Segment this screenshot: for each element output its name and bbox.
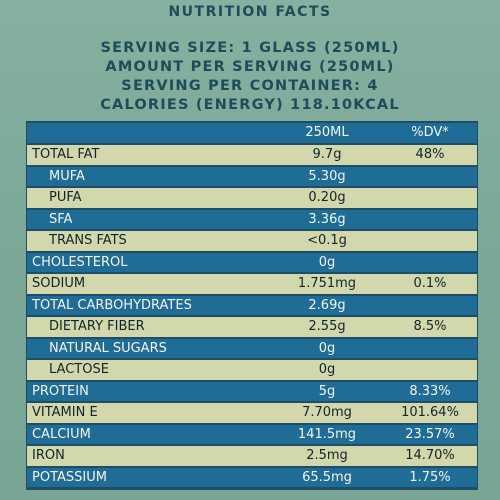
nutrient-daily-value: 14.70% (405, 448, 455, 463)
nutrient-amount: <0.1g (307, 233, 347, 248)
nutrient-amount: 0g (318, 254, 336, 270)
nutrient-table: 250ML %DV* TOTAL FAT 9.7g 48% MUFA 5.30g PUFA… (26, 121, 478, 490)
table-row: CHOLESTEROL 0g (27, 252, 477, 272)
nutrient-amount: 0.20g (308, 190, 346, 205)
nutrient-name: IRON (32, 448, 65, 463)
table-row: POTASSIUM 65.5mg 1.75% (27, 467, 477, 487)
table-row: PROTEIN 5g 8.33% (27, 381, 477, 401)
nutrient-amount: 0g (318, 340, 336, 356)
nutrient-daily-value: 101.64% (401, 405, 459, 420)
servings-per-container-line: SERVING PER CONTAINER: 4 (121, 78, 379, 94)
nutrient-daily-value: 23.57% (405, 426, 455, 442)
nutrient-amount: 2.5mg (306, 448, 348, 463)
table-row: TOTAL CARBOHYDRATES 2.69g (27, 295, 477, 315)
table-row: TOTAL FAT 9.7g 48% (27, 145, 477, 165)
nutrient-amount: 2.55g (308, 319, 346, 334)
nutrient-amount: 7.70mg (302, 405, 352, 420)
table-row: SODIUM 1.751mg 0.1% (27, 274, 477, 294)
nutrient-name: PUFA (49, 190, 82, 205)
nutrient-amount: 9.7g (312, 147, 342, 162)
nutrient-amount: 3.36g (308, 211, 346, 227)
nutrient-daily-value: 48% (415, 147, 445, 162)
table-row: NATURAL SUGARS 0g (27, 338, 477, 358)
serving-size-line: SERVING SIZE: 1 GLASS (250ML) (100, 40, 400, 56)
nutrient-daily-value: 0.1% (413, 276, 447, 291)
amount-per-serving-line: AMOUNT PER SERVING (250ML) (105, 59, 395, 75)
nutrient-amount: 141.5mg (297, 426, 357, 442)
calories-line: CALORIES (ENERGY) 118.10KCAL (100, 97, 400, 113)
table-row: DIETARY FIBER 2.55g 8.5% (27, 317, 477, 337)
table-row: MUFA 5.30g (27, 166, 477, 186)
column-header-dv: %DV* (411, 125, 449, 140)
table-row: SFA 3.36g (27, 209, 477, 229)
nutrient-daily-value: 1.75% (409, 469, 451, 485)
table-row: TRANS FATS <0.1g (27, 231, 477, 251)
table-row: IRON 2.5mg 14.70% (27, 446, 477, 466)
nutrient-amount: 65.5mg (302, 469, 352, 485)
nutrient-amount: 5g (318, 383, 336, 399)
nutrition-facts-title: NUTRITION FACTS (168, 4, 332, 20)
nutrient-name: TOTAL FAT (32, 147, 100, 162)
nutrient-amount: 2.69g (308, 297, 346, 313)
nutrient-name: VITAMIN E (32, 405, 98, 420)
nutrient-name: PROTEIN (32, 383, 89, 399)
nutrient-daily-value: 8.5% (413, 319, 447, 334)
nutrient-name: POTASSIUM (32, 469, 107, 485)
nutrient-name: CALCIUM (32, 426, 91, 442)
table-row: LACTOSE 0g (27, 360, 477, 380)
nutrient-name: MUFA (49, 168, 85, 184)
nutrient-name: CHOLESTEROL (32, 254, 128, 270)
nutrient-name: NATURAL SUGARS (49, 340, 167, 356)
nutrient-daily-value: 8.33% (409, 383, 451, 399)
nutrient-amount: 5.30g (308, 168, 346, 184)
table-header-row: 250ML %DV* (27, 123, 477, 143)
table-row: VITAMIN E 7.70mg 101.64% (27, 403, 477, 423)
nutrient-name: SFA (49, 211, 73, 227)
nutrient-name: LACTOSE (49, 362, 109, 377)
table-row: PUFA 0.20g (27, 188, 477, 208)
column-header-amount: 250ML (305, 125, 349, 140)
table-row: CALCIUM 141.5mg 23.57% (27, 424, 477, 444)
nutrient-name: TOTAL CARBOHYDRATES (32, 297, 192, 313)
nutrient-name: DIETARY FIBER (49, 319, 145, 334)
nutrient-amount: 0g (318, 362, 336, 377)
nutrient-amount: 1.751mg (297, 276, 357, 291)
nutrient-name: TRANS FATS (49, 233, 127, 248)
nutrient-name: SODIUM (32, 276, 86, 291)
